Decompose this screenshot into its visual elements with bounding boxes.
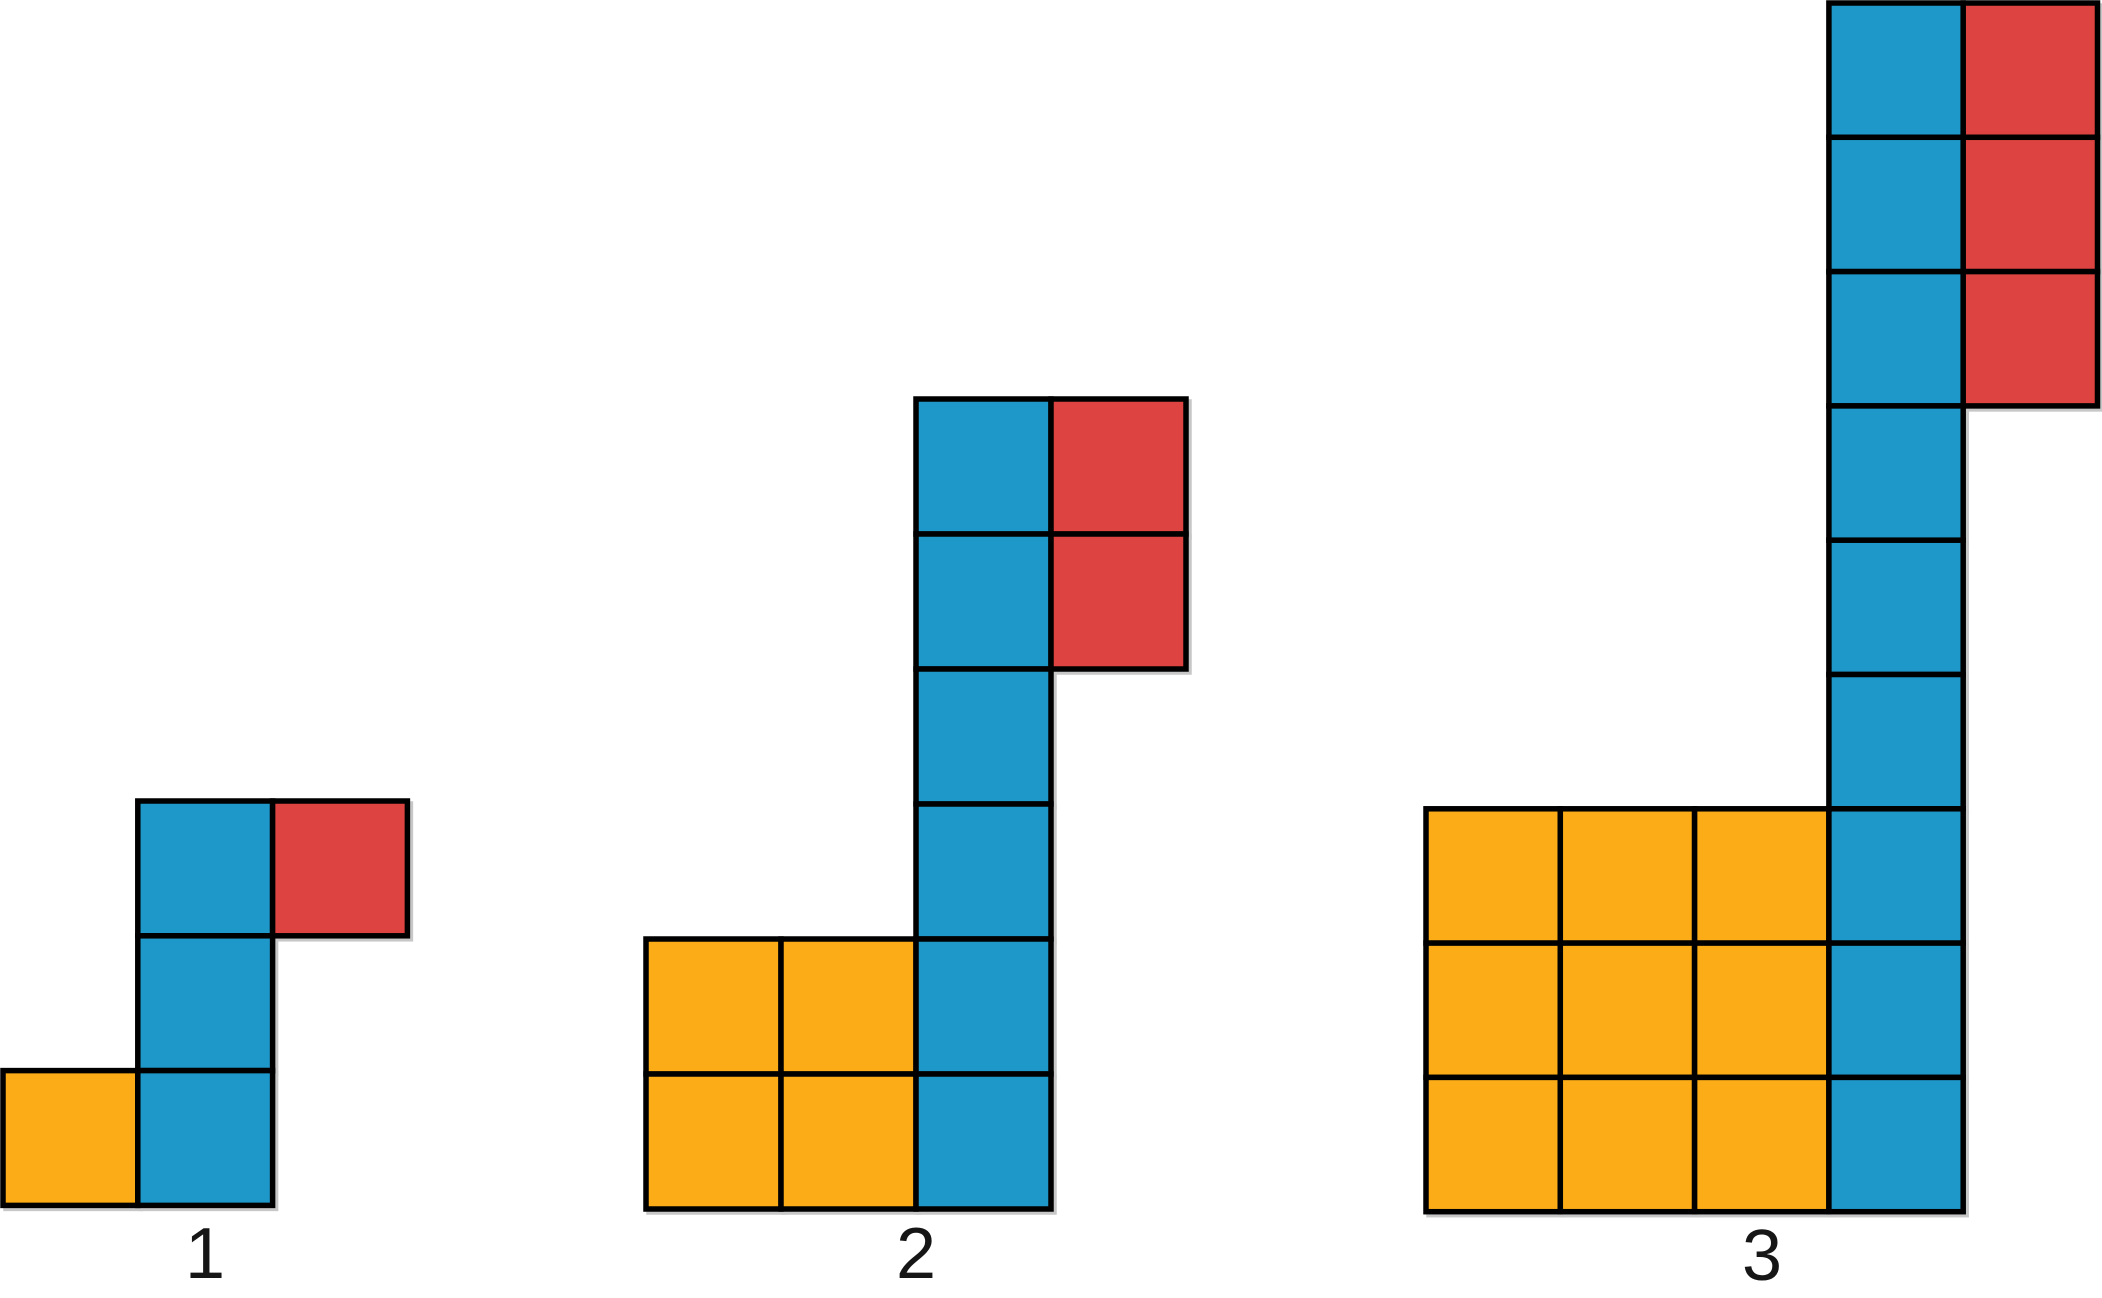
blue-unit-square	[135, 933, 276, 1074]
blue-unit-square	[1826, 268, 1966, 409]
blue-unit-square	[1826, 1074, 1966, 1215]
orange-unit-square	[643, 936, 784, 1077]
blue-unit-square	[913, 801, 1054, 942]
red-unit-square	[269, 798, 411, 939]
blue-unit-square	[135, 1067, 276, 1209]
blue-unit-square	[1826, 671, 1966, 812]
blue-unit-square	[913, 1071, 1054, 1212]
orange-unit-square	[1423, 806, 1564, 946]
blue-unit-square	[135, 798, 276, 939]
blue-unit-square	[913, 531, 1054, 672]
red-unit-square	[1048, 396, 1189, 537]
orange-unit-square	[778, 1071, 919, 1212]
orange-unit-square	[1557, 1074, 1698, 1215]
blue-unit-square	[1826, 0, 1966, 141]
red-unit-square	[1960, 134, 2101, 275]
orange-unit-square	[1423, 1074, 1564, 1215]
red-unit-square	[1960, 268, 2101, 409]
orange-unit-square	[1691, 806, 1832, 946]
orange-unit-square	[643, 1071, 784, 1212]
blue-unit-square	[1826, 940, 1966, 1081]
red-unit-square	[1048, 531, 1189, 672]
blue-unit-square	[1826, 537, 1966, 678]
blue-unit-square	[1826, 134, 1966, 275]
orange-unit-square	[1557, 806, 1698, 946]
orange-unit-square	[1691, 1074, 1832, 1215]
blue-unit-square	[913, 396, 1054, 537]
figure-1-group	[0, 798, 411, 1209]
blue-unit-square	[913, 666, 1054, 807]
blue-unit-square	[1826, 806, 1966, 946]
orange-unit-square	[1557, 940, 1698, 1081]
blue-unit-square	[1826, 403, 1966, 543]
figure-2-group	[643, 396, 1189, 1212]
figure-3-group	[1423, 0, 2101, 1215]
figure-3-label: 3	[1741, 1216, 1783, 1296]
blue-unit-square	[913, 936, 1054, 1077]
figure-2-label: 2	[895, 1214, 937, 1294]
orange-unit-square	[778, 936, 919, 1077]
figure-1-label: 1	[184, 1214, 226, 1294]
orange-unit-square	[1423, 940, 1564, 1081]
red-unit-square	[1960, 0, 2101, 141]
orange-unit-square	[1691, 940, 1832, 1081]
orange-unit-square	[0, 1067, 141, 1209]
